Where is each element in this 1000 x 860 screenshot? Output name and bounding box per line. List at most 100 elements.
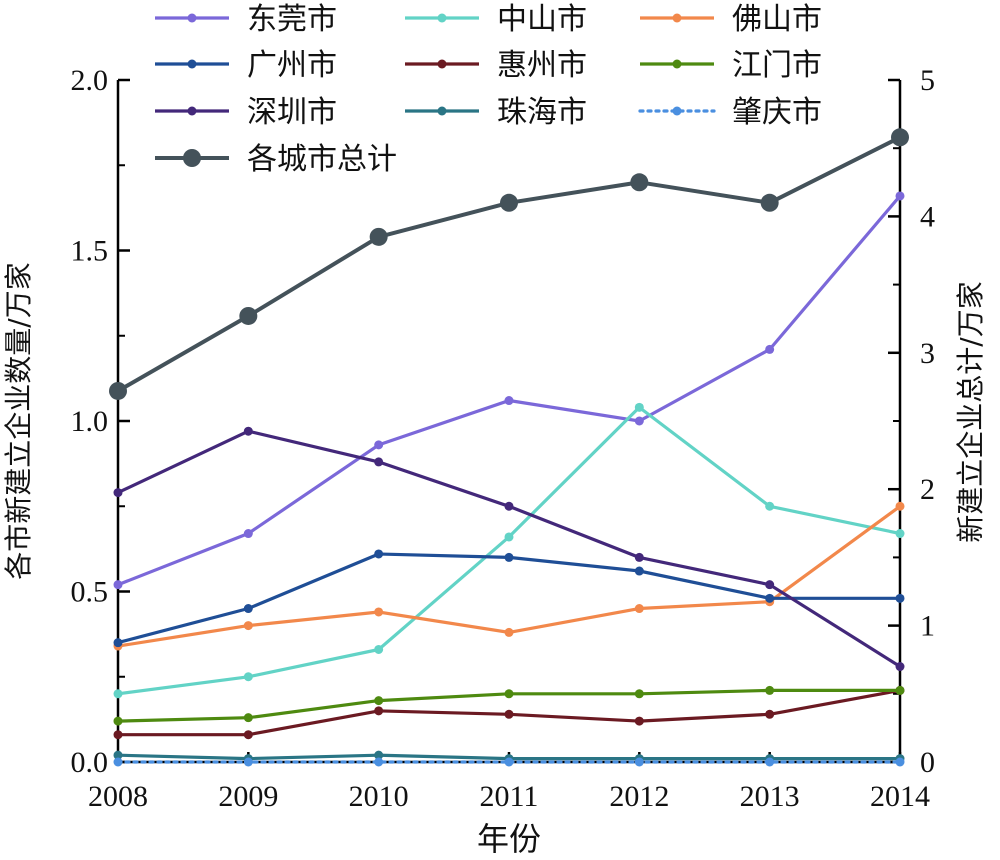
legend-marker [187,59,197,69]
legend-label: 广州市 [247,48,337,83]
data-point [895,593,905,603]
legend-label: 各城市总计 [247,142,397,177]
data-point [243,730,253,740]
data-point [369,227,388,246]
series-广州市 [113,549,905,648]
series-line [117,505,901,648]
data-point [634,757,644,767]
x-tick-label: 2008 [88,780,148,813]
legend-item: 中山市 [405,2,587,37]
legend-item: 江门市 [640,48,822,83]
legend-item: 肇庆市 [638,95,822,130]
legend-marker [437,13,447,23]
data-point [113,716,123,726]
data-point [765,580,775,590]
legend-label: 惠州市 [497,48,587,83]
right-tick-label: 2 [920,473,935,506]
data-point [243,621,253,631]
data-point [243,604,253,614]
data-point [634,566,644,576]
data-point [374,757,384,767]
legend-label: 东莞市 [247,2,337,37]
legend-item: 深圳市 [155,95,337,130]
data-point [765,757,775,767]
right-tick-label: 0 [920,746,935,779]
left-tick-label: 0.5 [71,576,109,609]
data-point [374,750,384,760]
data-point [634,416,644,426]
legend-label: 珠海市 [497,95,587,130]
data-point [504,627,514,637]
left-y-ticks: 0.0 0.5 1.0 1.5 2.0 [71,64,130,779]
series-肇庆市 [113,757,905,767]
series-lines [109,128,909,767]
data-point [374,457,384,467]
data-point [374,607,384,617]
data-point [113,638,123,648]
legend-item: 珠海市 [405,95,587,130]
series-深圳市 [113,426,905,672]
legend-marker [672,59,682,69]
x-tick-label: 2014 [870,780,930,813]
left-tick-label: 1.5 [71,235,109,268]
data-point [765,709,775,719]
legend-label: 肇庆市 [732,95,822,130]
data-point [895,529,905,539]
legend-marker [672,106,682,116]
x-tick-label: 2009 [218,780,278,813]
series-line [117,194,902,587]
data-point [765,501,775,511]
data-point [634,689,644,699]
legend-item: 东莞市 [155,2,337,37]
data-point [374,644,384,654]
legend-marker [187,13,197,23]
series-江门市 [113,685,905,726]
legend-item: 广州市 [155,48,337,83]
legend-marker [672,13,682,23]
x-axis-title: 年份 [477,820,541,858]
x-tick-label: 2013 [740,780,800,813]
left-axis-title: 各市新建立企业数量/万家 [2,262,35,579]
right-tick-label: 4 [920,200,935,233]
x-tick-label: 2011 [480,780,539,813]
data-point [374,706,384,716]
series-中山市 [113,402,905,699]
legend-marker [183,149,201,167]
data-point [504,501,514,511]
legend-label: 佛山市 [732,2,822,37]
data-point [374,696,384,706]
data-point [895,662,905,672]
data-point [895,501,905,511]
data-point [500,193,518,212]
legend-label: 中山市 [497,2,587,37]
series-佛山市 [113,501,905,651]
data-point [113,689,123,699]
left-tick-label: 1.0 [71,405,109,438]
left-tick-label: 0.0 [71,746,109,779]
series-各城市总计 [109,128,909,400]
data-point [109,381,127,400]
legend-label: 江门市 [732,48,822,83]
data-point [895,685,905,695]
data-point [895,191,905,201]
data-point [504,689,514,699]
legend-marker [437,106,447,116]
data-point [765,685,775,695]
data-point [634,604,644,614]
data-point [765,593,775,603]
legend-marker [437,59,447,69]
x-tick-label: 2010 [349,780,409,813]
right-y-ticks: 0 1 2 3 4 5 [888,64,935,779]
legend-marker [187,106,197,116]
data-point [765,344,775,354]
data-point [504,532,514,542]
right-tick-label: 3 [920,337,935,370]
data-point [243,713,253,723]
data-point [243,757,253,767]
data-point [243,529,253,539]
data-point [113,750,123,760]
data-point [113,580,123,590]
data-point [113,730,123,740]
